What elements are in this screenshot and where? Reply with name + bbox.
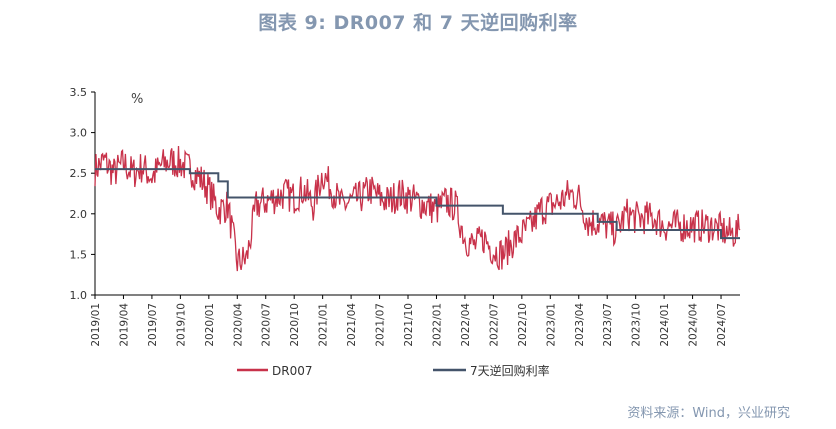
legend-label-reverse-repo: 7天逆回购利率 [470, 363, 550, 378]
x-tick-label: 2022/04 [460, 303, 472, 347]
x-tick-label: 2019/01 [90, 303, 102, 347]
y-tick-label: 1.5 [70, 248, 88, 261]
source-note: 资料来源：Wind，兴业研究 [627, 406, 790, 421]
x-tick-label: 2024/07 [716, 303, 728, 347]
x-tick-label: 2019/10 [175, 303, 187, 347]
x-tick-label: 2021/01 [318, 303, 330, 347]
y-tick-label: 3.0 [70, 127, 88, 140]
x-tick-label: 2019/04 [118, 303, 130, 347]
y-tick-label: 3.5 [70, 86, 88, 99]
dr007-series-line [94, 145, 741, 272]
x-tick-label: 2024/01 [659, 303, 671, 347]
y-tick-label: 2.5 [70, 167, 88, 180]
x-tick-label: 2023/10 [631, 303, 643, 347]
x-tick-label: 2020/01 [204, 303, 216, 347]
y-tick-label: 2.0 [70, 208, 88, 221]
chart-title: 图表 9: DR007 和 7 天逆回购利率 [258, 12, 578, 34]
x-tick-label: 2024/04 [688, 303, 700, 347]
y-unit-label: % [131, 92, 143, 107]
x-tick-label: 2021/04 [346, 303, 358, 347]
y-tick-label: 1.0 [70, 289, 88, 302]
x-tick-label: 2021/10 [403, 303, 415, 347]
x-tick-label: 2022/10 [517, 303, 529, 347]
x-tick-label: 2023/01 [545, 303, 557, 347]
x-tick-label: 2020/04 [232, 303, 244, 347]
x-tick-label: 2023/07 [602, 303, 614, 347]
x-tick-label: 2023/04 [574, 303, 586, 347]
x-tick-label: 2021/07 [375, 303, 387, 347]
x-tick-label: 2020/10 [289, 303, 301, 347]
x-tick-label: 2019/07 [147, 303, 159, 347]
x-tick-label: 2020/07 [261, 303, 273, 347]
x-tick-label: 2022/07 [488, 303, 500, 347]
legend-label-dr007: DR007 [272, 364, 312, 378]
x-tick-label: 2022/01 [431, 303, 443, 347]
reverse-repo-series-line [95, 168, 740, 240]
